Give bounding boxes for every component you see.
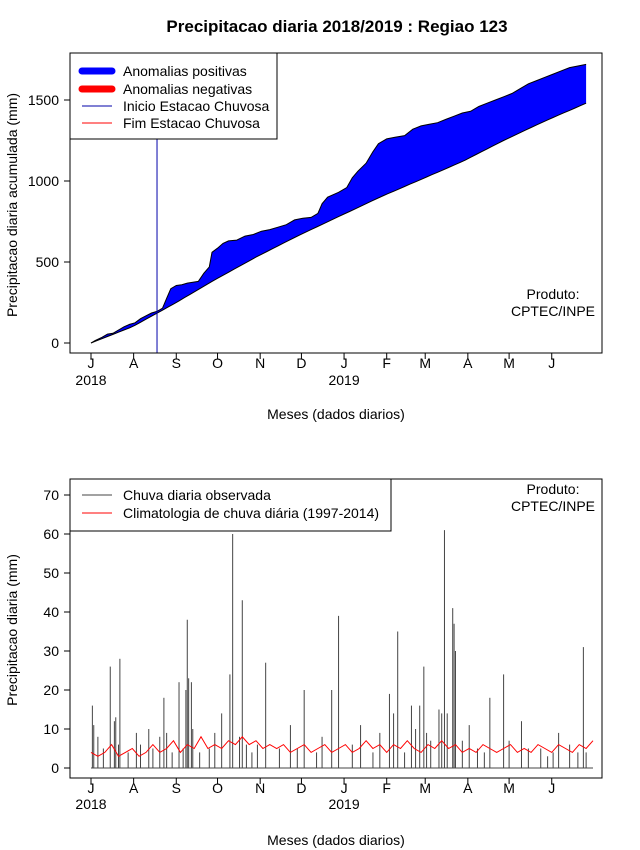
y-tick-label: 0 — [51, 335, 59, 351]
x-tick-label: A — [463, 780, 473, 796]
x-tick-label: S — [172, 355, 181, 371]
y-tick-label: 30 — [43, 643, 59, 659]
top-credit-line-2: CPTEC/INPE — [511, 303, 595, 319]
x-tick-label: F — [382, 355, 391, 371]
bottom-credit-line-1: Produto: — [527, 481, 580, 497]
y-tick-label: 1000 — [28, 173, 59, 189]
climatology-daily-line — [90, 735, 594, 757]
y-tick-label: 40 — [43, 604, 59, 620]
x-tick-label: A — [129, 780, 139, 796]
y-tick-label: 60 — [43, 526, 59, 542]
y-tick-label: 70 — [43, 487, 59, 503]
x-tick-label: A — [463, 355, 473, 371]
bottom-legend-box — [69, 478, 392, 532]
x-tick-label: O — [212, 780, 223, 796]
x-tick-label: F — [382, 780, 391, 796]
y-tick-label: 10 — [43, 721, 59, 737]
x-tick-label: J — [88, 780, 95, 796]
observed-cumulative-line — [90, 63, 587, 344]
bottom-legend: Chuva diaria observada Climatologia de c… — [69, 478, 392, 532]
x-year-label: 2018 — [75, 372, 106, 388]
top-plot-frame — [69, 52, 603, 354]
x-tick-label: D — [296, 355, 306, 371]
x-tick-label: M — [503, 355, 515, 371]
legend-label-negative: Anomalias negativas — [123, 81, 252, 97]
x-tick-label: M — [503, 780, 515, 796]
chart-title: Precipitacao diaria 2018/2019 : Regiao 1… — [166, 17, 507, 36]
climatology-cumulative-line — [90, 102, 587, 344]
top-y-ticks: 0 500 1000 1500 — [28, 92, 70, 351]
y-tick-label: 500 — [36, 254, 60, 270]
bottom-x-axis-label: Meses (dados diarios) — [267, 832, 405, 848]
legend-label-positive: Anomalias positivas — [123, 63, 247, 79]
x-tick-label: M — [419, 780, 431, 796]
x-year-label: 2019 — [328, 372, 359, 388]
x-tick-label: J — [548, 355, 555, 371]
x-tick-label: M — [419, 355, 431, 371]
legend-label-season-end: Fim Estacao Chuvosa — [123, 115, 260, 131]
top-credit-line-1: Produto: — [527, 286, 580, 302]
x-tick-label: J — [341, 780, 348, 796]
top-x-axis-label: Meses (dados diarios) — [267, 406, 405, 422]
x-tick-label: N — [255, 355, 265, 371]
x-tick-label: N — [255, 780, 265, 796]
x-tick-label: J — [88, 355, 95, 371]
x-tick-label: S — [172, 780, 181, 796]
legend-label-climatology: Climatologia de chuva diária (1997-2014) — [123, 505, 379, 521]
climatology-line-group — [90, 735, 594, 757]
x-tick-label: A — [129, 355, 139, 371]
top-legend-box — [69, 52, 278, 140]
y-tick-label: 20 — [43, 682, 59, 698]
bottom-y-axis-label: Precipitacao diaria (mm) — [4, 554, 20, 706]
bottom-credit-line-2: CPTEC/INPE — [511, 498, 595, 514]
x-tick-label: J — [341, 355, 348, 371]
y-tick-label: 0 — [51, 760, 59, 776]
y-tick-label: 1500 — [28, 92, 59, 108]
x-year-label: 2019 — [328, 796, 359, 812]
y-tick-label: 50 — [43, 565, 59, 581]
legend-label-observed: Chuva diaria observada — [123, 487, 271, 503]
top-legend: Anomalias positivas Anomalias negativas … — [69, 52, 278, 140]
bottom-y-ticks: 0 10 20 30 40 50 60 70 — [43, 487, 70, 776]
x-year-label: 2018 — [75, 796, 106, 812]
x-tick-label: O — [212, 355, 223, 371]
x-tick-label: J — [548, 780, 555, 796]
positive-anomaly-area — [91, 64, 587, 344]
x-tick-label: D — [296, 780, 306, 796]
legend-label-season-start: Inicio Estacao Chuvosa — [123, 98, 270, 114]
top-y-axis-label: Precipitacao diaria acumulada (mm) — [4, 93, 20, 317]
